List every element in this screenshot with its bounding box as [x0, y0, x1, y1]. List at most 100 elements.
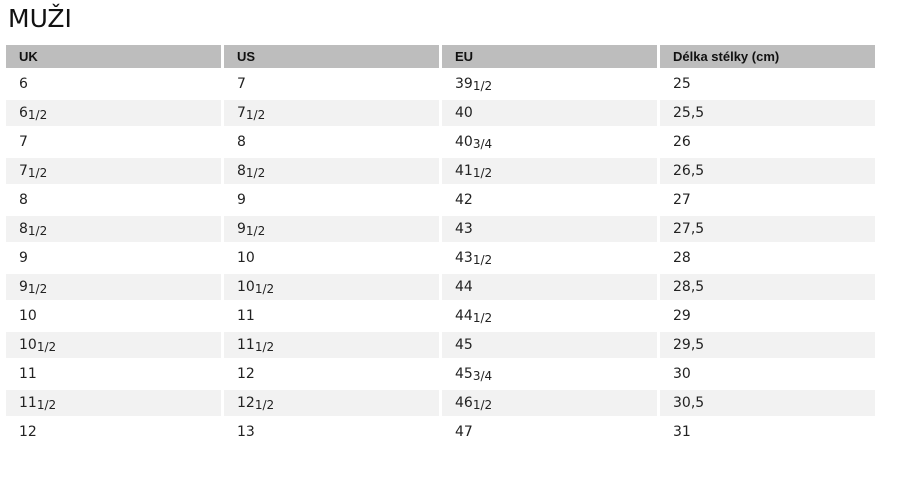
table-cell: 11	[224, 303, 439, 329]
size-fraction: 1/2	[245, 166, 266, 180]
table-cell: 12	[6, 419, 221, 445]
table-cell: 27,5	[660, 216, 875, 242]
size-fraction: 1/2	[472, 166, 493, 180]
table-cell: 441/2	[442, 303, 657, 329]
size-whole: 6	[19, 105, 28, 121]
size-whole: 11	[237, 337, 255, 353]
size-whole: 10	[237, 279, 255, 295]
size-fraction: 1/2	[472, 253, 493, 267]
table-cell: 111/2	[224, 332, 439, 358]
size-whole: 28,5	[673, 279, 705, 295]
table-cell: 81/2	[224, 158, 439, 184]
table-cell: 27	[660, 187, 875, 213]
table-cell: 403/4	[442, 129, 657, 155]
size-fraction: 1/2	[254, 340, 275, 354]
size-whole: 40	[455, 105, 473, 121]
table-cell: 9	[224, 187, 439, 213]
size-whole: 7	[19, 163, 28, 179]
table-cell: 25,5	[660, 100, 875, 126]
size-whole: 25	[673, 76, 691, 92]
size-whole: 30,5	[673, 395, 705, 411]
table-cell: 81/2	[6, 216, 221, 242]
table-row: 11 12 453/4 30	[6, 361, 875, 387]
size-whole: 40	[455, 134, 473, 150]
size-whole: 8	[19, 221, 28, 237]
size-whole: 27,5	[673, 221, 705, 237]
size-whole: 12	[19, 424, 37, 440]
table-cell: 26,5	[660, 158, 875, 184]
table-cell: 8	[224, 129, 439, 155]
table-cell: 7	[224, 71, 439, 97]
table-cell: 461/2	[442, 390, 657, 416]
table-cell: 431/2	[442, 245, 657, 271]
size-fraction: 1/2	[36, 398, 57, 412]
size-whole: 30	[673, 366, 691, 382]
table-cell: 411/2	[442, 158, 657, 184]
size-whole: 25,5	[673, 105, 705, 121]
size-whole: 10	[19, 337, 37, 353]
table-cell: 101/2	[224, 274, 439, 300]
table-cell: 10	[6, 303, 221, 329]
table-cell: 26	[660, 129, 875, 155]
size-fraction: 1/2	[27, 108, 48, 122]
table-row: 9 10 431/2 28	[6, 245, 875, 271]
size-whole: 9	[19, 250, 28, 266]
table-cell: 8	[6, 187, 221, 213]
size-whole: 9	[237, 221, 246, 237]
table-cell: 121/2	[224, 390, 439, 416]
size-whole: 28	[673, 250, 691, 266]
table-cell: 40	[442, 100, 657, 126]
size-fraction: 1/2	[27, 282, 48, 296]
size-whole: 41	[455, 163, 473, 179]
table-cell: 31	[660, 419, 875, 445]
table-cell: 47	[442, 419, 657, 445]
size-fraction: 1/2	[27, 224, 48, 238]
table-cell: 43	[442, 216, 657, 242]
table-cell: 71/2	[224, 100, 439, 126]
size-fraction: 1/2	[472, 398, 493, 412]
table-cell: 42	[442, 187, 657, 213]
table-cell: 391/2	[442, 71, 657, 97]
size-whole: 9	[237, 192, 246, 208]
size-fraction: 3/4	[472, 369, 493, 383]
size-fraction: 1/2	[472, 311, 493, 325]
page-title: MUŽI	[8, 4, 72, 33]
table-row: 10 11 441/2 29	[6, 303, 875, 329]
size-whole: 43	[455, 221, 473, 237]
table-cell: 13	[224, 419, 439, 445]
size-whole: 42	[455, 192, 473, 208]
table-row: 12 13 47 31	[6, 419, 875, 445]
table-row: 8 9 42 27	[6, 187, 875, 213]
size-whole: 12	[237, 395, 255, 411]
table-cell: 12	[224, 361, 439, 387]
size-whole: 8	[237, 134, 246, 150]
size-whole: 31	[673, 424, 691, 440]
table-row: 91/2 101/2 44 28,5	[6, 274, 875, 300]
table-row: 111/2 121/2 461/2 30,5	[6, 390, 875, 416]
table-cell: 30	[660, 361, 875, 387]
size-whole: 10	[237, 250, 255, 266]
table-cell: 111/2	[6, 390, 221, 416]
size-table: UK US EU Délka stélky (cm) 6 7 391/2 25 61/2 71/…	[3, 42, 878, 448]
table-cell: 25	[660, 71, 875, 97]
table-cell: 11	[6, 361, 221, 387]
size-whole: 7	[237, 105, 246, 121]
size-whole: 12	[237, 366, 255, 382]
size-whole: 46	[455, 395, 473, 411]
table-cell: 28,5	[660, 274, 875, 300]
table-cell: 30,5	[660, 390, 875, 416]
size-fraction: 1/2	[254, 398, 275, 412]
size-whole: 29,5	[673, 337, 705, 353]
size-fraction: 3/4	[472, 137, 493, 151]
table-cell: 101/2	[6, 332, 221, 358]
column-header: US	[224, 45, 439, 68]
size-whole: 29	[673, 308, 691, 324]
size-whole: 8	[19, 192, 28, 208]
size-whole: 9	[19, 279, 28, 295]
table-cell: 44	[442, 274, 657, 300]
size-whole: 27	[673, 192, 691, 208]
table-cell: 61/2	[6, 100, 221, 126]
column-header: EU	[442, 45, 657, 68]
size-whole: 10	[19, 308, 37, 324]
size-whole: 43	[455, 250, 473, 266]
